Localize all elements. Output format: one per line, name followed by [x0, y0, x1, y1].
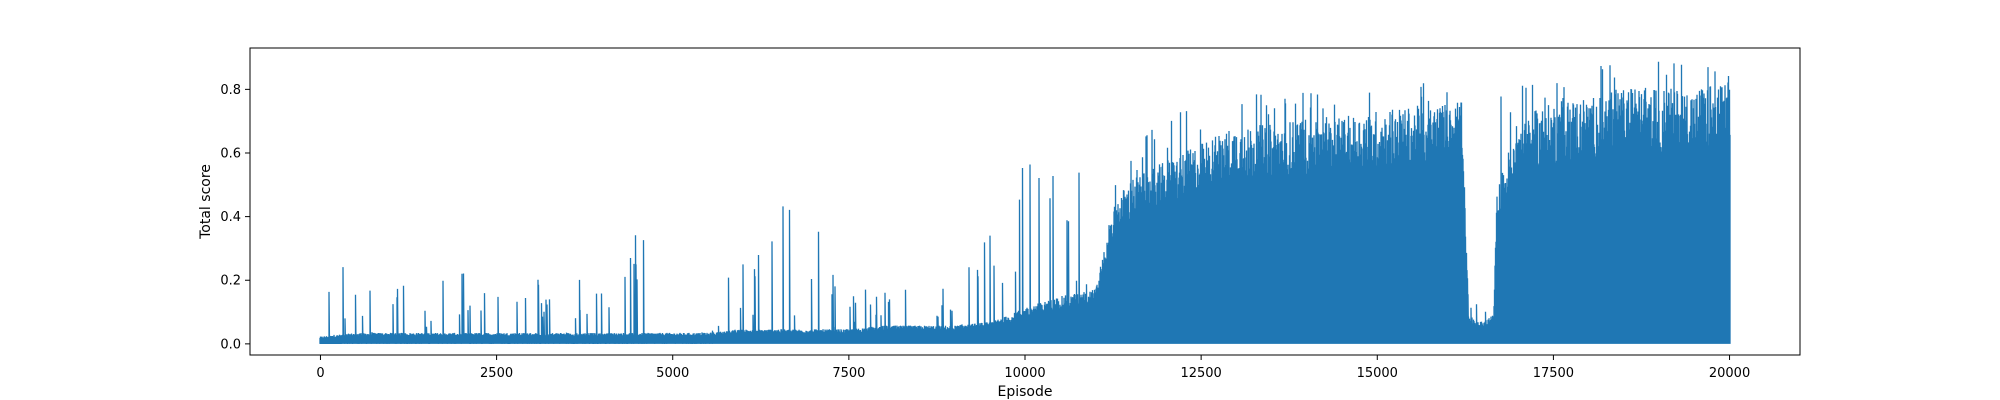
x-axis-title: Episode	[998, 384, 1053, 400]
y-axis-title: Total score	[198, 164, 214, 240]
y-tick-label: 0.6	[220, 146, 241, 161]
x-tick-label: 20000	[1709, 366, 1750, 381]
y-tick-label: 0.0	[220, 337, 241, 352]
x-tick-label: 0	[316, 366, 324, 381]
x-tick-label: 12500	[1180, 366, 1221, 381]
y-axis: 0.0 0.2 0.4 0.6 0.8	[220, 83, 250, 352]
y-tick-label: 0.4	[220, 210, 241, 225]
series-line	[319, 61, 1731, 344]
x-tick-label: 10000	[1004, 366, 1045, 381]
x-tick-label: 5000	[656, 366, 689, 381]
y-tick-label: 0.8	[220, 83, 241, 98]
plot-area	[319, 61, 1731, 344]
y-tick-label: 0.2	[220, 274, 241, 289]
x-tick-label: 15000	[1357, 366, 1398, 381]
x-axis: 0 2500 5000 7500 10000 12500 15000 17500 20000	[316, 355, 1750, 381]
x-tick-label: 2500	[480, 366, 513, 381]
x-tick-label: 7500	[832, 366, 865, 381]
x-tick-label: 17500	[1533, 366, 1574, 381]
